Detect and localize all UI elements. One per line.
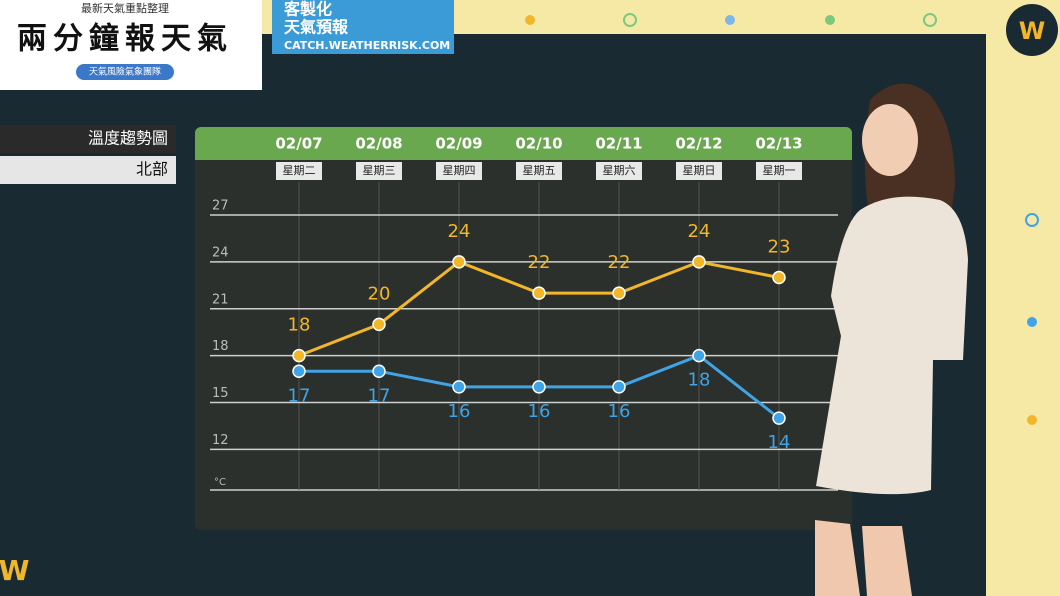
dot bbox=[623, 13, 637, 27]
promo-box bbox=[272, 0, 454, 54]
value-label: 16 bbox=[608, 401, 631, 422]
value-label: 17 bbox=[368, 385, 391, 406]
header-kicker: 最新天氣重點整理 bbox=[81, 1, 169, 15]
x-sublabel: 星期二 bbox=[283, 164, 316, 177]
y-tick-label: 24 bbox=[212, 245, 229, 260]
sublabel-box bbox=[596, 162, 642, 180]
point bbox=[532, 286, 546, 300]
point bbox=[612, 380, 626, 394]
value-label: 16 bbox=[528, 401, 551, 422]
sublabel-box bbox=[756, 162, 802, 180]
side-region: 北部 bbox=[136, 160, 168, 179]
dot bbox=[825, 15, 835, 25]
x-tick-label: 02/07 bbox=[275, 135, 322, 153]
value-label: 24 bbox=[688, 221, 711, 242]
dot bbox=[923, 13, 937, 27]
dot bbox=[1025, 213, 1039, 227]
dot bbox=[1027, 317, 1037, 327]
y-tick-label: 18 bbox=[212, 339, 229, 354]
header-title: 兩分鐘報天氣 bbox=[17, 22, 233, 57]
value-label: 20 bbox=[368, 283, 391, 304]
y-tick-label: 15 bbox=[212, 386, 229, 401]
value-label: 18 bbox=[288, 315, 311, 336]
value-label: 23 bbox=[768, 237, 791, 258]
right-strip bbox=[986, 0, 1060, 596]
value-label: 24 bbox=[448, 221, 471, 242]
point bbox=[292, 364, 306, 378]
value-label: 14 bbox=[768, 432, 791, 453]
point bbox=[612, 286, 626, 300]
plot: 02/07 星期二 02/08 星期三 02/09 星期四 02/10 星期五 02/11 星期六… bbox=[210, 135, 838, 490]
y-tick-label: 12 bbox=[212, 433, 229, 448]
y-tick-label: 27 bbox=[212, 199, 229, 214]
value-label: 18 bbox=[688, 370, 711, 391]
x-tick-label: 02/10 bbox=[515, 135, 562, 153]
point bbox=[452, 255, 466, 269]
badge-box bbox=[76, 64, 174, 80]
x-sublabel: 星期一 bbox=[763, 164, 796, 177]
promo-line1: 客製化 bbox=[284, 0, 332, 19]
dot bbox=[525, 15, 535, 25]
value-label: 22 bbox=[608, 252, 631, 273]
side-topic: 溫度趨勢圖 bbox=[88, 129, 168, 148]
x-tick-label: 02/12 bbox=[675, 135, 722, 153]
region-box bbox=[0, 156, 176, 184]
value-label: 16 bbox=[448, 401, 471, 422]
logo bbox=[1006, 4, 1058, 56]
point bbox=[452, 380, 466, 394]
logo-mark: W bbox=[1019, 17, 1045, 45]
x-tick-label: 02/13 bbox=[755, 135, 802, 153]
logo-mark: W bbox=[0, 554, 30, 587]
chart-header bbox=[195, 127, 852, 160]
point bbox=[692, 348, 706, 363]
presenter bbox=[815, 83, 968, 596]
chart-panel bbox=[195, 127, 852, 530]
y-tick-label: 21 bbox=[212, 292, 229, 307]
point bbox=[532, 380, 546, 394]
sublabel-box bbox=[356, 162, 402, 180]
x-tick-label: 02/09 bbox=[435, 135, 482, 153]
x-sublabel: 星期六 bbox=[603, 164, 636, 177]
point bbox=[692, 255, 706, 269]
x-tick-label: 02/08 bbox=[355, 135, 402, 153]
header-badge: 天氣風險氣象團隊 bbox=[89, 66, 161, 78]
value-label: 22 bbox=[528, 252, 551, 273]
x-sublabel: 星期五 bbox=[523, 164, 556, 177]
promo-url: CATCH.WEATHERRISK.COM bbox=[284, 39, 450, 52]
sublabel-box bbox=[436, 162, 482, 180]
sublabel-box bbox=[516, 162, 562, 180]
topic-box bbox=[0, 125, 176, 153]
sublabel-box bbox=[676, 162, 722, 180]
dot bbox=[1027, 415, 1037, 425]
point bbox=[372, 364, 386, 378]
point bbox=[372, 317, 386, 332]
dot bbox=[725, 15, 735, 25]
value-label: 17 bbox=[288, 385, 311, 406]
point bbox=[292, 348, 306, 363]
point bbox=[772, 411, 786, 425]
promo-line2: 天氣預報 bbox=[284, 18, 349, 37]
sublabel-box bbox=[276, 162, 322, 180]
x-tick-label: 02/11 bbox=[595, 135, 642, 153]
x-sublabel: 星期四 bbox=[443, 164, 476, 177]
x-sublabel: 星期三 bbox=[363, 164, 396, 177]
x-sublabel: 星期日 bbox=[683, 164, 716, 177]
y-unit: °C bbox=[214, 477, 226, 488]
point bbox=[772, 270, 786, 285]
